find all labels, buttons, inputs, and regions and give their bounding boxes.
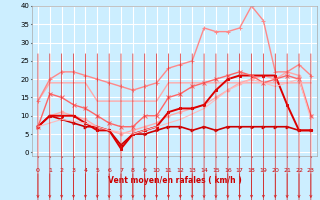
X-axis label: Vent moyen/en rafales ( km/h ): Vent moyen/en rafales ( km/h ) — [108, 176, 241, 185]
